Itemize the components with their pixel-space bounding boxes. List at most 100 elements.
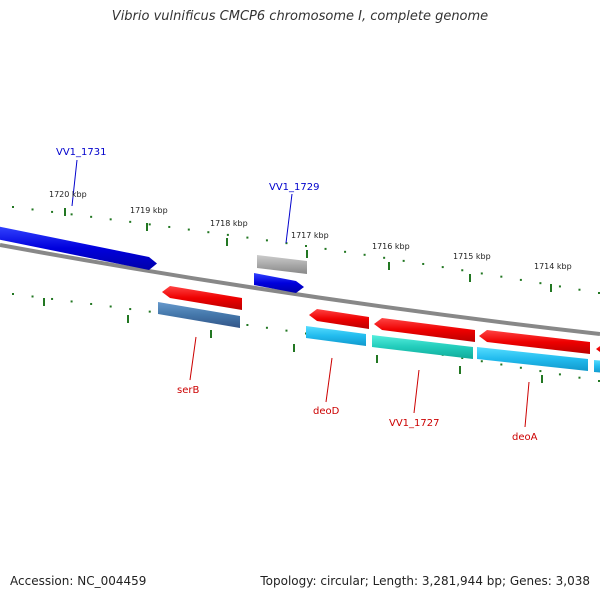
scale-tick (210, 330, 212, 338)
scale-dot-outer (539, 282, 542, 285)
scale-dot-inner (265, 326, 268, 329)
scale-label-1715: 1715 kbp (453, 252, 491, 261)
gene-label-deoa[interactable]: deoA (512, 432, 538, 443)
scale-dot-inner (578, 376, 581, 379)
scale-dot-inner (500, 363, 503, 366)
leader-deod (325, 357, 333, 403)
gene-feature-vv1-1731[interactable] (0, 226, 157, 270)
scale-dot-outer (500, 275, 503, 278)
scale-tick (376, 355, 378, 363)
scale-dot-outer (422, 262, 425, 265)
gene-feature-vv1-1727-cds[interactable] (372, 335, 473, 359)
chromosome-backbone (0, 243, 600, 336)
scale-tick (43, 298, 45, 306)
scale-dot-inner (539, 370, 542, 373)
gene-feature-vv1-1729[interactable] (254, 273, 304, 293)
scale-tick (541, 375, 543, 383)
scale-dot-outer (12, 206, 14, 208)
leader-vv1-1731 (71, 159, 78, 207)
scale-dot-inner (70, 300, 73, 303)
scale-dot-outer (129, 220, 132, 223)
scale-dot-inner (285, 329, 288, 332)
scale-dot-inner (461, 357, 464, 360)
genome-summary-text: Topology: circular; Length: 3,281,944 bp… (260, 574, 590, 588)
gene-label-vv1-1727[interactable]: VV1_1727 (389, 418, 440, 429)
scale-dot-outer (246, 236, 249, 239)
scale-tick (64, 208, 66, 216)
scale-dot-outer (90, 215, 93, 218)
gene-feature-deoa[interactable] (479, 330, 590, 354)
scale-dot-inner (31, 295, 34, 298)
gene-feature-deoa-cds[interactable] (477, 347, 588, 371)
scale-dot-inner (90, 302, 93, 305)
scale-tick (306, 250, 308, 258)
gene-label-vv1-1729[interactable]: VV1_1729 (269, 182, 320, 193)
scale-dot-outer (226, 233, 229, 236)
scale-dot-inner (129, 308, 132, 311)
gene-label-deod[interactable]: deoD (313, 406, 340, 417)
scale-dot-inner (148, 310, 151, 313)
scale-dot-outer (344, 250, 347, 253)
scale-ticks (43, 208, 552, 383)
scale-dot-outer (285, 242, 288, 245)
gene-features (0, 226, 600, 373)
gene-feature-deod-cds[interactable] (306, 326, 366, 346)
scale-label-1717: 1717 kbp (291, 231, 329, 240)
scale-dot-outer (519, 278, 522, 281)
label-leaders (71, 159, 530, 428)
scale-dot-outer (441, 266, 444, 269)
scale-label-1718: 1718 kbp (210, 219, 248, 228)
scale-dot-outer (558, 285, 561, 288)
scale-label-1719: 1719 kbp (130, 206, 168, 215)
scale-dot-outer (305, 245, 307, 247)
scale-dot-outer (461, 269, 464, 272)
scale-dot-inner (598, 380, 600, 382)
gene-feature-edge-red[interactable] (596, 343, 600, 356)
accession-text: Accession: NC_004459 (10, 574, 147, 588)
gene-label-serb[interactable]: serB (177, 385, 199, 396)
scale-dot-inner (51, 297, 54, 300)
scale-dot-inner (246, 323, 249, 326)
scale-dot-outer (207, 231, 210, 234)
scale-tick (226, 238, 228, 246)
gene-feature-serb-cds[interactable] (158, 302, 240, 328)
scale-tick (388, 262, 390, 270)
scale-dot-outer (598, 292, 600, 294)
scale-dot-outer (31, 208, 34, 211)
scale-dot-outer (51, 210, 54, 213)
scale-dot-outer (70, 213, 73, 216)
scale-dot-outer (383, 256, 386, 259)
scale-dot-outer (324, 247, 327, 250)
leader-vv1-1727 (413, 369, 420, 414)
scale-dot-outer (578, 288, 581, 291)
scale-tick (469, 274, 471, 282)
scale-dot-outer (168, 225, 171, 228)
scale-dot-outer (148, 223, 151, 226)
scale-dot-inner (109, 305, 112, 308)
scale-tick (459, 366, 461, 374)
gene-feature-vv1-1727[interactable] (374, 318, 475, 342)
scale-dot-outer (480, 272, 483, 275)
scale-tick (293, 344, 295, 352)
leader-vv1-1729 (285, 193, 293, 244)
scale-dot-inner (558, 373, 561, 376)
scale-dot-outer (109, 218, 112, 221)
gene-feature-serb[interactable] (162, 286, 242, 310)
scale-tick (127, 315, 129, 323)
gene-feature-deod[interactable] (309, 309, 369, 329)
scale-dot-outer (402, 259, 405, 262)
scale-dot-inner (12, 293, 14, 295)
scale-dot-outer (187, 228, 190, 231)
gene-label-vv1-1731[interactable]: VV1_1731 (56, 147, 107, 158)
scale-dot-inner (480, 360, 483, 363)
leader-serb (189, 336, 197, 381)
gene-feature-edge-cyan[interactable] (594, 360, 600, 373)
map-title: Vibrio vulnificus CMCP6 chromosome I, co… (111, 9, 489, 24)
scale-dot-outer (363, 253, 366, 256)
gene-feature-gray[interactable] (257, 255, 307, 274)
scale-tick (550, 284, 552, 292)
scale-dot-outer (265, 239, 268, 242)
scale-tick (146, 223, 148, 231)
scale-label-1716: 1716 kbp (372, 242, 410, 251)
